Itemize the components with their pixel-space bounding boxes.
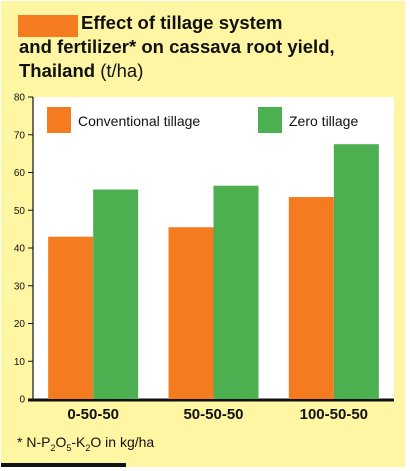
chart-title: Effect of tillage system and fertilizer*… <box>19 11 399 83</box>
legend-label: Zero tillage <box>289 113 358 129</box>
footnote-sub-3: 2 <box>85 443 90 453</box>
footnote-sub-1: 2 <box>50 443 55 453</box>
bars <box>48 144 379 399</box>
y-tick-label: 30 <box>14 281 26 292</box>
bar-conventional-tillage <box>168 227 214 399</box>
y-tick-label: 50 <box>14 206 26 217</box>
y-tick-label: 20 <box>14 319 26 330</box>
footnote-sub-2: 5 <box>66 443 71 453</box>
footnote-prefix: * N-P <box>17 434 50 450</box>
x-category-label: 0-50-50 <box>67 406 119 423</box>
bar-conventional-tillage <box>288 197 334 399</box>
footnote: * N-P2O5-K2O in kg/ha <box>17 434 154 453</box>
x-category-label: 50-50-50 <box>183 406 243 423</box>
y-tick-label: 70 <box>14 130 26 141</box>
footnote-mid-2: -K <box>71 434 86 450</box>
y-tick-label: 10 <box>14 357 26 368</box>
x-axis: 0-50-50 50-50-50 100-50-50 <box>28 398 394 423</box>
bottom-accent-line <box>1 463 126 467</box>
title-line-1: Effect of tillage system <box>81 12 283 33</box>
title-unit: (t/ha) <box>100 60 144 81</box>
y-tick-label: 60 <box>14 168 26 179</box>
footnote-suffix: O in kg/ha <box>90 434 154 450</box>
y-axis: 0 10 20 30 40 50 60 70 80 <box>14 93 34 406</box>
legend-label: Conventional tillage <box>78 113 200 129</box>
footnote-mid-1: O <box>55 434 66 450</box>
bar-zero-tillage <box>93 189 139 399</box>
legend: Conventional tillage Zero tillage <box>47 107 358 133</box>
legend-swatch <box>47 107 71 133</box>
title-accent-block <box>18 15 78 37</box>
title-line-3: Thailand <box>19 60 96 81</box>
title-line-2: and fertilizer* on cassava root yield, <box>19 36 335 57</box>
x-category-label: 100-50-50 <box>300 406 368 423</box>
bar-zero-tillage <box>333 144 379 399</box>
legend-swatch <box>258 107 282 133</box>
y-tick-label: 40 <box>14 244 26 255</box>
bar-zero-tillage <box>213 185 259 399</box>
y-tick-label: 80 <box>14 93 26 104</box>
bar-conventional-tillage <box>48 236 94 399</box>
y-tick-label: 0 <box>19 395 25 406</box>
